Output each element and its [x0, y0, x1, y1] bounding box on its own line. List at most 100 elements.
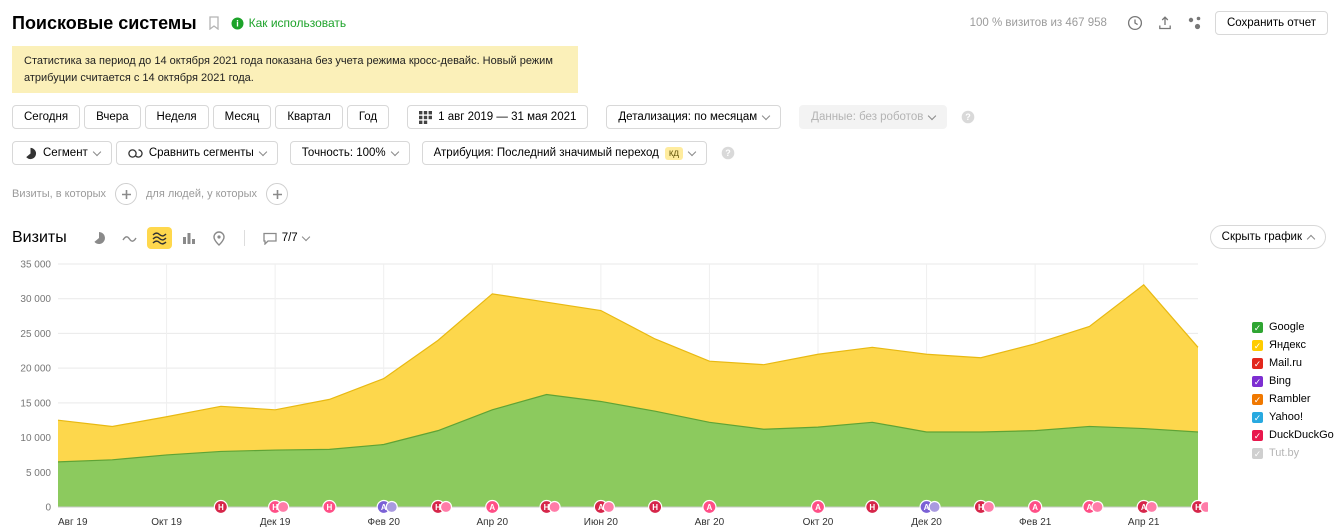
- series-google-area[interactable]: [58, 394, 1198, 507]
- how-to-use-label: Как использовать: [248, 16, 347, 30]
- svg-text:Н: Н: [327, 503, 333, 512]
- annotation-marker[interactable]: [1199, 500, 1209, 514]
- svg-text:Н: Н: [272, 503, 278, 512]
- comments-dropdown[interactable]: 7/7: [257, 231, 315, 246]
- annotation-marker[interactable]: [1091, 500, 1104, 514]
- save-report-button[interactable]: Сохранить отчет: [1214, 11, 1328, 35]
- legend-label: Yahoo!: [1269, 411, 1304, 423]
- annotation-marker[interactable]: [928, 500, 941, 514]
- add-people-filter-button[interactable]: [266, 183, 288, 205]
- legend-checkbox[interactable]: ✓: [1252, 357, 1263, 369]
- detalization-dropdown[interactable]: Детализация: по месяцам: [606, 105, 782, 129]
- data-filter-dropdown[interactable]: Данные: без роботов: [799, 105, 948, 129]
- annotation-marker[interactable]: А: [1028, 499, 1043, 515]
- plus-icon: [272, 189, 282, 199]
- date-range-button[interactable]: 1 авг 2019 — 31 мая 2021: [407, 105, 589, 129]
- annotation-marker[interactable]: [548, 500, 561, 514]
- column-chart-icon[interactable]: [177, 227, 202, 249]
- annotation-marker[interactable]: [1145, 500, 1158, 514]
- svg-text:Н: Н: [978, 503, 984, 512]
- annotation-marker[interactable]: Н: [865, 499, 880, 515]
- visits-filter-label: Визиты, в которых: [12, 188, 106, 200]
- period-yesterday-button[interactable]: Вчера: [84, 105, 141, 129]
- chart-type-switcher: 7/7: [87, 227, 315, 249]
- accuracy-dropdown[interactable]: Точность: 100%: [289, 141, 410, 165]
- annotation-marker[interactable]: А: [810, 499, 826, 515]
- annotation-marker[interactable]: Н: [322, 499, 337, 515]
- annotation-marker[interactable]: [277, 500, 290, 514]
- legend-checkbox[interactable]: ✓: [1252, 411, 1263, 423]
- metric-title: Визиты: [12, 229, 67, 246]
- segment-dropdown[interactable]: Сегмент: [12, 141, 112, 165]
- widgets-icon[interactable]: [1185, 13, 1205, 33]
- legend-checkbox[interactable]: ✓: [1252, 321, 1263, 333]
- bookmark-icon[interactable]: [206, 14, 222, 32]
- annotation-marker[interactable]: Н: [213, 499, 228, 515]
- legend-checkbox[interactable]: ✓: [1252, 375, 1263, 387]
- annotation-marker[interactable]: А: [485, 499, 500, 515]
- period-month-button[interactable]: Месяц: [212, 105, 272, 129]
- annotation-marker[interactable]: [602, 500, 615, 514]
- map-pin-icon[interactable]: [207, 227, 232, 249]
- svg-text:i: i: [236, 18, 239, 28]
- chevron-down-icon: [258, 147, 268, 156]
- line-chart-icon[interactable]: [117, 227, 142, 249]
- visits-info: 100 % визитов из 467 958: [969, 17, 1107, 29]
- svg-text:Н: Н: [1195, 503, 1201, 512]
- stacked-area-chart-icon[interactable]: [146, 227, 172, 249]
- chevron-down-icon: [928, 111, 937, 120]
- divider: [243, 230, 245, 246]
- svg-text:?: ?: [966, 112, 972, 122]
- chevron-down-icon: [301, 232, 310, 241]
- visits-stacked-area-chart[interactable]: 0 5 000 10 000 15 000 20 000 25 000 30 000 35 0…: [12, 259, 1208, 531]
- detalization-label: Детализация: по месяцам: [618, 111, 758, 123]
- hide-chart-button[interactable]: Скрыть график: [1209, 225, 1326, 249]
- period-week-button[interactable]: Неделя: [144, 105, 209, 129]
- help-icon[interactable]: ?: [719, 144, 737, 162]
- legend-item-mail-ru[interactable]: ✓ Mail.ru: [1252, 357, 1340, 369]
- people-filter-label: для людей, у которых: [146, 188, 257, 200]
- attribution-dropdown[interactable]: Атрибуция: Последний значимый переход кд: [421, 141, 708, 165]
- period-year-button[interactable]: Год: [346, 105, 390, 129]
- svg-text:Н: Н: [435, 503, 441, 512]
- legend-label: Яндекс: [1269, 339, 1306, 351]
- annotation-marker[interactable]: А: [702, 499, 717, 515]
- compare-segments-dropdown[interactable]: Сравнить сегменты: [115, 141, 278, 165]
- svg-text:5 000: 5 000: [26, 468, 51, 479]
- annotation-marker[interactable]: Н: [648, 499, 663, 515]
- export-icon[interactable]: [1155, 13, 1175, 33]
- legend-item-duckduckgo[interactable]: ✓ DuckDuckGo: [1252, 429, 1340, 441]
- how-to-use-link[interactable]: i Как использовать: [231, 16, 347, 30]
- legend-checkbox[interactable]: ✓: [1252, 447, 1263, 459]
- legend-item-яндекс[interactable]: ✓ Яндекс: [1252, 339, 1340, 351]
- svg-text:А: А: [598, 503, 604, 512]
- legend-item-google[interactable]: ✓ Google: [1252, 321, 1340, 333]
- svg-text:Н: Н: [544, 503, 550, 512]
- help-icon[interactable]: ?: [959, 108, 977, 126]
- legend-checkbox[interactable]: ✓: [1252, 429, 1263, 441]
- legend-item-yahoo-[interactable]: ✓ Yahoo!: [1252, 411, 1340, 423]
- svg-text:А: А: [707, 503, 713, 512]
- svg-text:Н: Н: [218, 503, 224, 512]
- chevron-down-icon: [761, 111, 771, 120]
- legend-item-tut-by[interactable]: ✓ Tut.by: [1252, 447, 1340, 459]
- svg-text:А: А: [924, 503, 930, 512]
- annotation-marker[interactable]: [385, 500, 398, 514]
- period-today-button[interactable]: Сегодня: [12, 105, 81, 129]
- legend-checkbox[interactable]: ✓: [1252, 393, 1263, 405]
- add-visits-filter-button[interactable]: [115, 183, 137, 205]
- legend-checkbox[interactable]: ✓: [1252, 339, 1263, 351]
- annotation-marker[interactable]: [439, 500, 453, 514]
- svg-text:А: А: [1087, 503, 1093, 512]
- compare-segments-label: Сравнить сегменты: [148, 147, 254, 159]
- annotation-marker[interactable]: [982, 500, 995, 514]
- series-yandex-area[interactable]: [58, 284, 1198, 462]
- svg-text:30 000: 30 000: [20, 294, 51, 305]
- period-quarter-button[interactable]: Квартал: [275, 105, 343, 129]
- top-bar: Поисковые системы i Как использовать 100…: [12, 10, 1328, 36]
- legend-item-rambler[interactable]: ✓ Rambler: [1252, 393, 1340, 405]
- pie-chart-icon[interactable]: [87, 227, 112, 249]
- history-icon[interactable]: [1125, 13, 1145, 33]
- legend-item-bing[interactable]: ✓ Bing: [1252, 375, 1340, 387]
